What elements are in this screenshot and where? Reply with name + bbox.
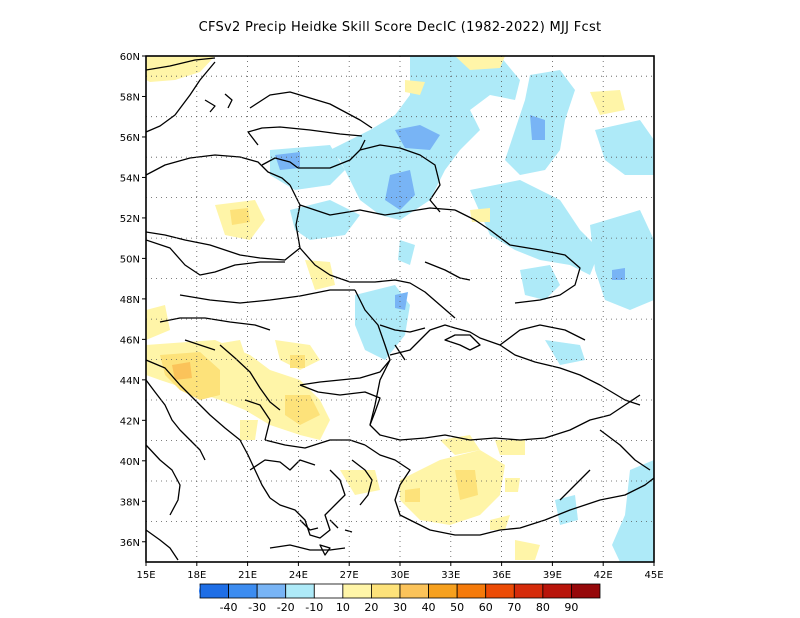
colorbar-label: -10 [305,601,323,614]
latitude-axis: 60N 58N 56N 54N 52N 50N 48N 46N 44N 42N 40N 38N 36N [120,52,146,549]
lon-tick-label: 39E [543,570,562,581]
colorbar-label: 70 [507,601,521,614]
map-title: CFSv2 Precip Heidke Skill Score DecIC (1… [198,20,602,35]
colorbar-swatch [313,583,344,599]
lat-tick-label: 50N [120,254,140,265]
colorbar-label: -40 [220,601,238,614]
colorbar-label: 50 [450,601,464,614]
lon-tick-label: 45E [644,570,663,581]
colorbar-swatch [371,583,401,599]
lat-tick-label: 54N [120,173,140,184]
colorbar-swatch [342,583,372,599]
lat-tick-label: 48N [120,295,140,306]
lon-tick-label: 18E [187,570,206,581]
colorbar-swatch [256,583,287,599]
colorbar: -40 -30 -20 -10 10 20 30 40 50 60 70 80 90 [199,583,601,614]
colorbar-label: 80 [536,601,550,614]
lon-tick-label: 36E [492,570,511,581]
lon-tick-label: 27E [340,570,359,581]
colorbar-swatch [485,583,515,599]
colorbar-label: 10 [336,601,350,614]
colorbar-label: 20 [364,601,378,614]
lat-tick-label: 40N [120,457,140,468]
colorbar-label: -30 [248,601,266,614]
lon-tick-label: 24E [289,570,308,581]
colorbar-label: 60 [479,601,493,614]
colorbar-swatch [571,583,601,599]
colorbar-label: 90 [564,601,578,614]
colorbar-swatch [228,583,258,599]
lat-tick-label: 46N [120,335,140,346]
colorbar-swatch [428,583,458,599]
lat-tick-label: 60N [120,52,140,63]
colorbar-swatch [513,583,544,599]
colorbar-swatch [456,583,487,599]
colorbar-swatch [399,583,429,599]
skill-shading [146,56,654,562]
colorbar-label: 30 [393,601,407,614]
lat-tick-label: 44N [120,376,140,387]
colorbar-swatch [285,583,315,599]
lon-tick-label: 30E [390,570,409,581]
colorbar-swatch [199,583,229,599]
longitude-axis: 15E 18E 21E 24E 27E 30E 33E 36E 39E 42E 45E [136,562,664,581]
lon-tick-label: 15E [136,570,155,581]
lat-tick-label: 38N [120,497,140,508]
colorbar-end-left [199,584,200,598]
lat-tick-label: 58N [120,92,140,103]
lat-tick-label: 56N [120,133,140,144]
lat-tick-label: 52N [120,214,140,225]
colorbar-label: 40 [422,601,436,614]
coastlines-borders [146,57,654,561]
lat-tick-label: 42N [120,416,140,427]
colorbar-label: -20 [277,601,295,614]
lat-tick-label: 36N [120,538,140,549]
lon-tick-label: 42E [594,570,613,581]
colorbar-swatch [542,583,572,599]
lon-tick-label: 33E [441,570,460,581]
lon-tick-label: 21E [238,570,257,581]
